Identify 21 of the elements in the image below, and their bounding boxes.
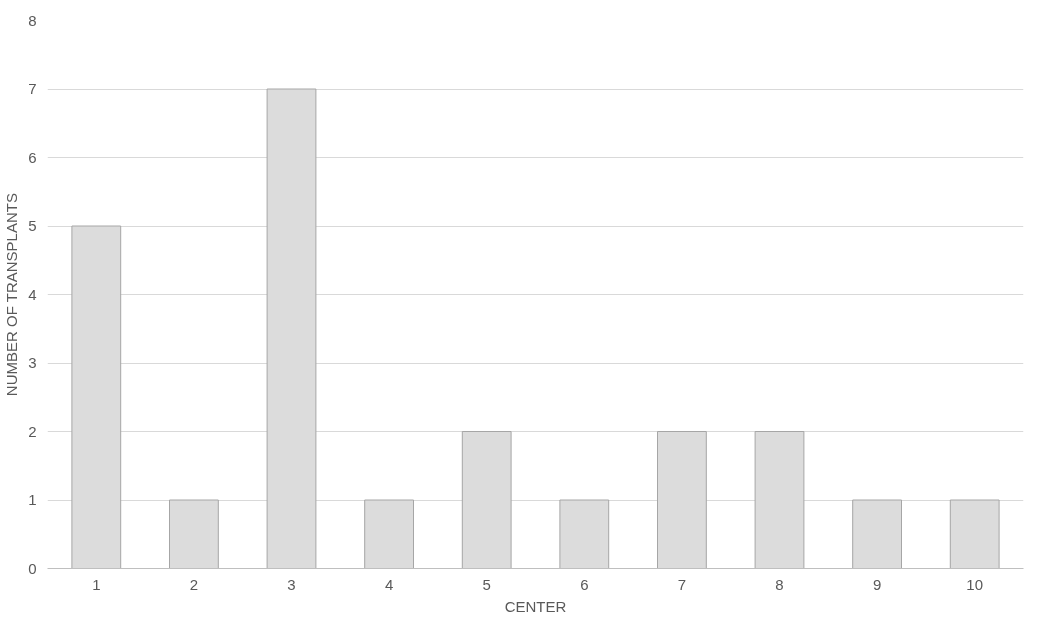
y-tick-label: 3: [28, 354, 37, 371]
x-tick-label: 3: [287, 575, 296, 593]
x-tick-label: 8: [775, 575, 784, 593]
y-tick-label: 7: [28, 80, 37, 97]
y-axis-title: NUMBER OF TRANSPLANTS: [3, 193, 21, 397]
y-tick-label: 4: [28, 285, 37, 303]
x-tick-label: 9: [872, 575, 882, 593]
y-tick-label: 6: [28, 148, 37, 166]
y-tick-label: 8: [28, 11, 37, 29]
x-axis-title: CENTER: [504, 597, 567, 615]
x-tick-label: 4: [384, 575, 394, 593]
x-tick-label: 1: [92, 575, 101, 593]
y-tick-label: 0: [28, 559, 37, 577]
x-tick-label: 7: [677, 575, 687, 593]
x-tick-label: 10: [966, 575, 984, 593]
x-tick-label: 5: [482, 575, 491, 593]
y-tick-label: 2: [28, 422, 37, 440]
x-tick-label: 2: [189, 575, 199, 593]
x-tick-label: 6: [580, 575, 589, 593]
y-tick-label: 5: [28, 217, 37, 234]
y-tick-label: 1: [28, 491, 37, 508]
